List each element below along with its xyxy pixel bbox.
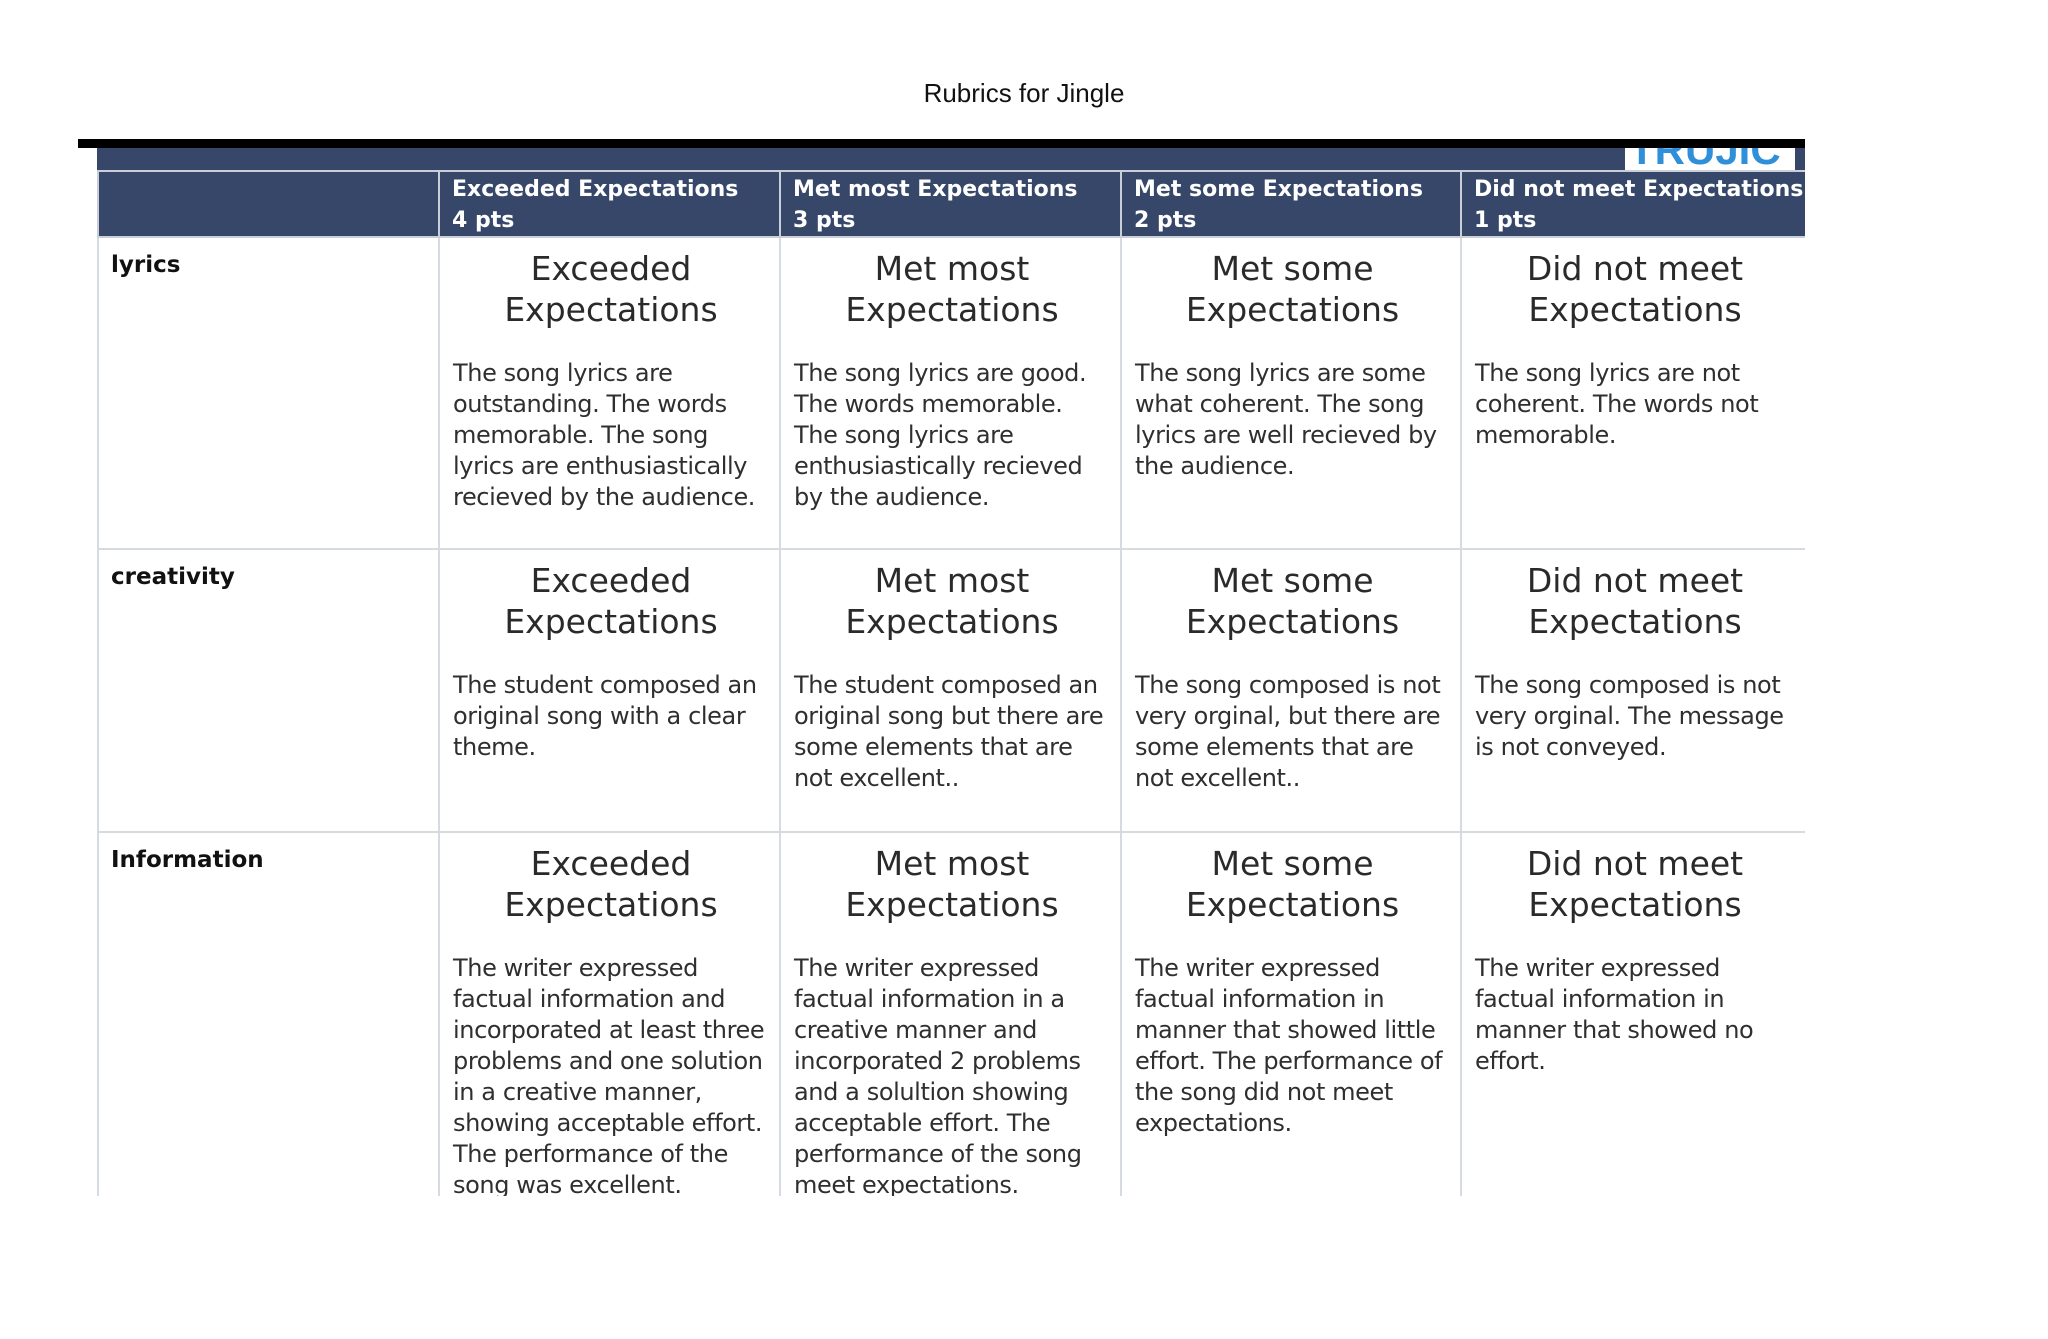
criterion-label: Information bbox=[97, 831, 440, 1196]
rubric-cell: Exceeded Expectations The student compose… bbox=[438, 548, 781, 833]
level-title: Did not meet Expectations bbox=[1475, 843, 1795, 925]
rubric-cell: Did not meet Expectations The song lyrics… bbox=[1460, 236, 1805, 550]
page-title: Rubrics for Jingle bbox=[923, 78, 1125, 108]
criterion-label: lyrics bbox=[97, 236, 440, 550]
level-title-line1: Met most bbox=[874, 844, 1030, 883]
cell-description: The song lyrics are good. The words memo… bbox=[794, 359, 1087, 511]
rubric-cell: Exceeded Expectations The writer expresse… bbox=[438, 831, 781, 1196]
level-title: Did not meet Expectations bbox=[1475, 560, 1795, 642]
level-title-line1: Met most bbox=[874, 249, 1030, 288]
column-header-label: Met most Expectations bbox=[793, 177, 1078, 202]
level-title-line1: Met some bbox=[1211, 844, 1374, 883]
level-title-line2: Expectations bbox=[504, 885, 718, 924]
criterion-label: creativity bbox=[97, 548, 440, 833]
level-title-line1: Met most bbox=[874, 561, 1030, 600]
column-header: Exceeded Expectations 4 pts bbox=[438, 170, 781, 238]
table-row: lyrics Exceeded Expectations The song lyr… bbox=[97, 236, 1805, 550]
column-header: Met some Expectations 2 pts bbox=[1120, 170, 1462, 238]
level-title-line2: Expectations bbox=[1528, 602, 1742, 641]
level-title-line2: Expectations bbox=[845, 885, 1059, 924]
header-row: Exceeded Expectations 4 pts Met most Exp… bbox=[97, 170, 1805, 238]
rubric-cell: Met some Expectations The song composed i… bbox=[1120, 548, 1462, 833]
level-title-line1: Did not meet bbox=[1526, 844, 1744, 883]
level-title-line2: Expectations bbox=[1185, 885, 1400, 924]
level-title-line2: Expectations bbox=[1185, 602, 1400, 641]
cell-description: The writer expressed factual information… bbox=[794, 954, 1082, 1196]
logo-text: TRUJIC bbox=[1629, 148, 1781, 170]
level-title-line1: Met some bbox=[1211, 249, 1374, 288]
level-title: Met most Expectations bbox=[794, 843, 1110, 925]
cell-description: The writer expressed factual information… bbox=[1475, 954, 1754, 1075]
level-title-line2: Expectations bbox=[845, 290, 1059, 329]
level-title: Did not meet Expectations bbox=[1475, 248, 1795, 330]
header-band bbox=[97, 148, 1805, 170]
level-title-line1: Exceeded bbox=[530, 249, 692, 288]
top-rule bbox=[78, 139, 1805, 148]
level-title-line1: Exceeded bbox=[530, 561, 692, 600]
level-title-line1: Met some bbox=[1211, 561, 1374, 600]
level-title: Exceeded Expectations bbox=[453, 843, 769, 925]
cell-description: The song composed is not very orginal, b… bbox=[1135, 671, 1441, 792]
rubric-cell: Did not meet Expectations The writer expr… bbox=[1460, 831, 1805, 1196]
table-row: Information Exceeded Expectations The wri… bbox=[97, 831, 1805, 1196]
table-row: creativity Exceeded Expectations The stud… bbox=[97, 548, 1805, 833]
column-header-points: 4 pts bbox=[452, 208, 515, 233]
level-title-line1: Did not meet bbox=[1526, 249, 1744, 288]
rubric-cell: Met most Expectations The song lyrics are… bbox=[779, 236, 1122, 550]
cell-description: The song composed is not very orginal. T… bbox=[1475, 671, 1784, 761]
level-title-line2: Expectations bbox=[1185, 290, 1400, 329]
column-header-points: 3 pts bbox=[793, 208, 856, 233]
column-header: Met most Expectations 3 pts bbox=[779, 170, 1122, 238]
level-title-line2: Expectations bbox=[845, 602, 1059, 641]
cell-description: The song lyrics are some what coherent. … bbox=[1135, 359, 1437, 480]
level-title-line2: Expectations bbox=[1528, 290, 1742, 329]
level-title-line2: Expectations bbox=[504, 602, 718, 641]
level-title: Met most Expectations bbox=[794, 560, 1110, 642]
logo-fragment: TRUJIC bbox=[1625, 148, 1795, 170]
column-header-label: Exceeded Expectations bbox=[452, 177, 739, 202]
column-header-points: 2 pts bbox=[1134, 208, 1197, 233]
level-title-line2: Expectations bbox=[1528, 885, 1742, 924]
rubric-table-container: TRUJIC Exceeded Expectations 4 pts Met m… bbox=[97, 148, 1805, 1196]
rubric-cell: Met most Expectations The writer expresse… bbox=[779, 831, 1122, 1196]
rubric-cell: Met most Expectations The student compose… bbox=[779, 548, 1122, 833]
cell-description: The student composed an original song wi… bbox=[453, 671, 757, 761]
cell-description: The song lyrics are not coherent. The wo… bbox=[1475, 359, 1759, 449]
cell-description: The song lyrics are outstanding. The wor… bbox=[453, 359, 756, 511]
column-header-label: Met some Expectations bbox=[1134, 177, 1423, 202]
rubric-cell: Met some Expectations The writer expresse… bbox=[1120, 831, 1462, 1196]
level-title-line1: Did not meet bbox=[1526, 561, 1744, 600]
column-header-label: Did not meet Expectations bbox=[1474, 177, 1804, 202]
column-header: Did not meet Expectations 1 pts bbox=[1460, 170, 1805, 238]
level-title: Met some Expectations bbox=[1135, 843, 1450, 925]
rubric-cell: Exceeded Expectations The song lyrics are… bbox=[438, 236, 781, 550]
level-title-line1: Exceeded bbox=[530, 844, 692, 883]
rubric-table: Exceeded Expectations 4 pts Met most Exp… bbox=[97, 170, 1805, 1196]
rubric-cell: Did not meet Expectations The song compos… bbox=[1460, 548, 1805, 833]
level-title: Exceeded Expectations bbox=[453, 248, 769, 330]
level-title-line2: Expectations bbox=[504, 290, 718, 329]
level-title: Met some Expectations bbox=[1135, 560, 1450, 642]
cell-description: The writer expressed factual information… bbox=[1135, 954, 1443, 1137]
cell-description: The writer expressed factual information… bbox=[453, 954, 765, 1196]
cell-description: The student composed an original song bu… bbox=[794, 671, 1104, 792]
rubric-cell: Met some Expectations The song lyrics are… bbox=[1120, 236, 1462, 550]
level-title: Exceeded Expectations bbox=[453, 560, 769, 642]
logo-text-clipped: TRUJIC bbox=[1629, 148, 1781, 170]
column-header-points: 1 pts bbox=[1474, 208, 1537, 233]
header-corner-cell bbox=[97, 170, 440, 238]
level-title: Met most Expectations bbox=[794, 248, 1110, 330]
level-title: Met some Expectations bbox=[1135, 248, 1450, 330]
